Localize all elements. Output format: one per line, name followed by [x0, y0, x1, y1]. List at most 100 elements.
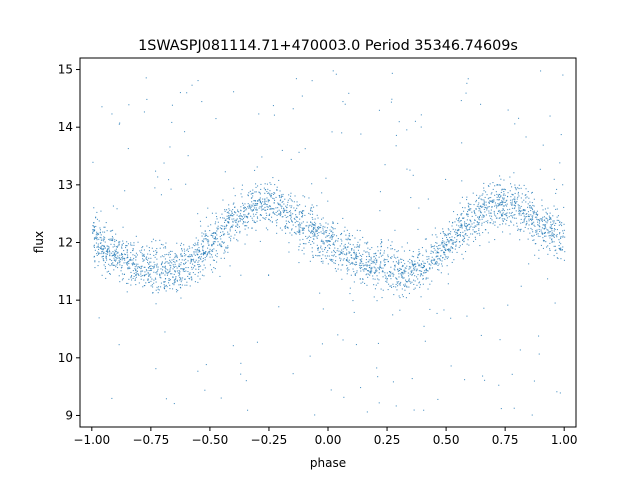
- data-point: [111, 230, 113, 232]
- data-point: [315, 223, 317, 225]
- data-point: [114, 255, 116, 257]
- data-point: [414, 120, 416, 122]
- data-point: [246, 222, 248, 224]
- data-point: [340, 269, 342, 271]
- data-point: [533, 380, 535, 382]
- data-point: [147, 262, 149, 264]
- data-point: [101, 244, 103, 246]
- data-point: [484, 211, 486, 213]
- data-point: [488, 212, 490, 214]
- data-point: [143, 259, 145, 261]
- data-point: [200, 265, 202, 267]
- data-point: [310, 243, 312, 245]
- data-point: [244, 243, 246, 245]
- data-point: [353, 281, 355, 283]
- data-point: [106, 250, 108, 252]
- data-point: [362, 278, 364, 280]
- data-point: [319, 251, 321, 253]
- data-point: [438, 245, 440, 247]
- data-point: [115, 266, 117, 268]
- data-point: [229, 209, 231, 211]
- data-point: [181, 279, 183, 281]
- data-point: [357, 256, 359, 258]
- data-point: [436, 250, 438, 252]
- data-point: [504, 189, 506, 191]
- data-point: [365, 274, 367, 276]
- data-point: [285, 220, 287, 222]
- data-point: [171, 273, 173, 275]
- data-point: [290, 215, 292, 217]
- data-point: [448, 221, 450, 223]
- data-point: [283, 210, 285, 212]
- data-point: [497, 226, 499, 228]
- data-point: [498, 199, 500, 201]
- data-point: [139, 250, 141, 252]
- data-point: [130, 259, 132, 261]
- data-point: [98, 247, 100, 249]
- data-point: [380, 243, 382, 245]
- data-point: [322, 250, 324, 252]
- data-point: [400, 281, 402, 283]
- data-point: [530, 214, 532, 216]
- data-point: [181, 248, 183, 250]
- data-point: [322, 240, 324, 242]
- data-point: [209, 264, 211, 266]
- data-point: [459, 226, 461, 228]
- data-point: [551, 228, 553, 230]
- data-point: [97, 251, 99, 253]
- data-point: [202, 269, 204, 271]
- data-point: [523, 199, 525, 201]
- data-point: [381, 297, 383, 299]
- data-point: [314, 221, 316, 223]
- data-point: [164, 270, 166, 272]
- data-point: [328, 255, 330, 257]
- data-point: [163, 281, 165, 283]
- data-point: [107, 247, 109, 249]
- data-point: [114, 255, 116, 257]
- data-point: [215, 212, 217, 214]
- data-point: [382, 271, 384, 273]
- data-point: [225, 227, 227, 229]
- data-point: [517, 196, 519, 198]
- data-point: [191, 268, 193, 270]
- data-point: [326, 251, 328, 253]
- data-point: [295, 78, 297, 80]
- data-point: [478, 229, 480, 231]
- data-point: [363, 250, 365, 252]
- data-point: [382, 289, 384, 291]
- data-point: [208, 240, 210, 242]
- data-point: [458, 219, 460, 221]
- data-point: [539, 235, 541, 237]
- data-point: [133, 263, 135, 265]
- data-point: [353, 258, 355, 260]
- data-point: [489, 200, 491, 202]
- data-point: [519, 212, 521, 214]
- data-point: [143, 253, 145, 255]
- data-point: [230, 235, 232, 237]
- data-point: [408, 266, 410, 268]
- data-point: [94, 237, 96, 239]
- data-point: [330, 226, 332, 228]
- data-point: [553, 228, 555, 230]
- data-point: [180, 244, 182, 246]
- data-point: [435, 261, 437, 263]
- data-point: [272, 105, 274, 107]
- data-point: [123, 273, 125, 275]
- data-point: [302, 232, 304, 234]
- data-point: [337, 238, 339, 240]
- data-point: [518, 210, 520, 212]
- data-point: [444, 258, 446, 260]
- data-point: [435, 252, 437, 254]
- data-point: [308, 212, 310, 214]
- data-point: [155, 253, 157, 255]
- data-point: [408, 286, 410, 288]
- data-point: [447, 228, 449, 230]
- data-point: [510, 203, 512, 205]
- data-point: [278, 213, 280, 215]
- data-point: [384, 272, 386, 274]
- data-point: [304, 196, 306, 198]
- data-point: [379, 266, 381, 268]
- data-point: [233, 237, 235, 239]
- data-point: [505, 215, 507, 217]
